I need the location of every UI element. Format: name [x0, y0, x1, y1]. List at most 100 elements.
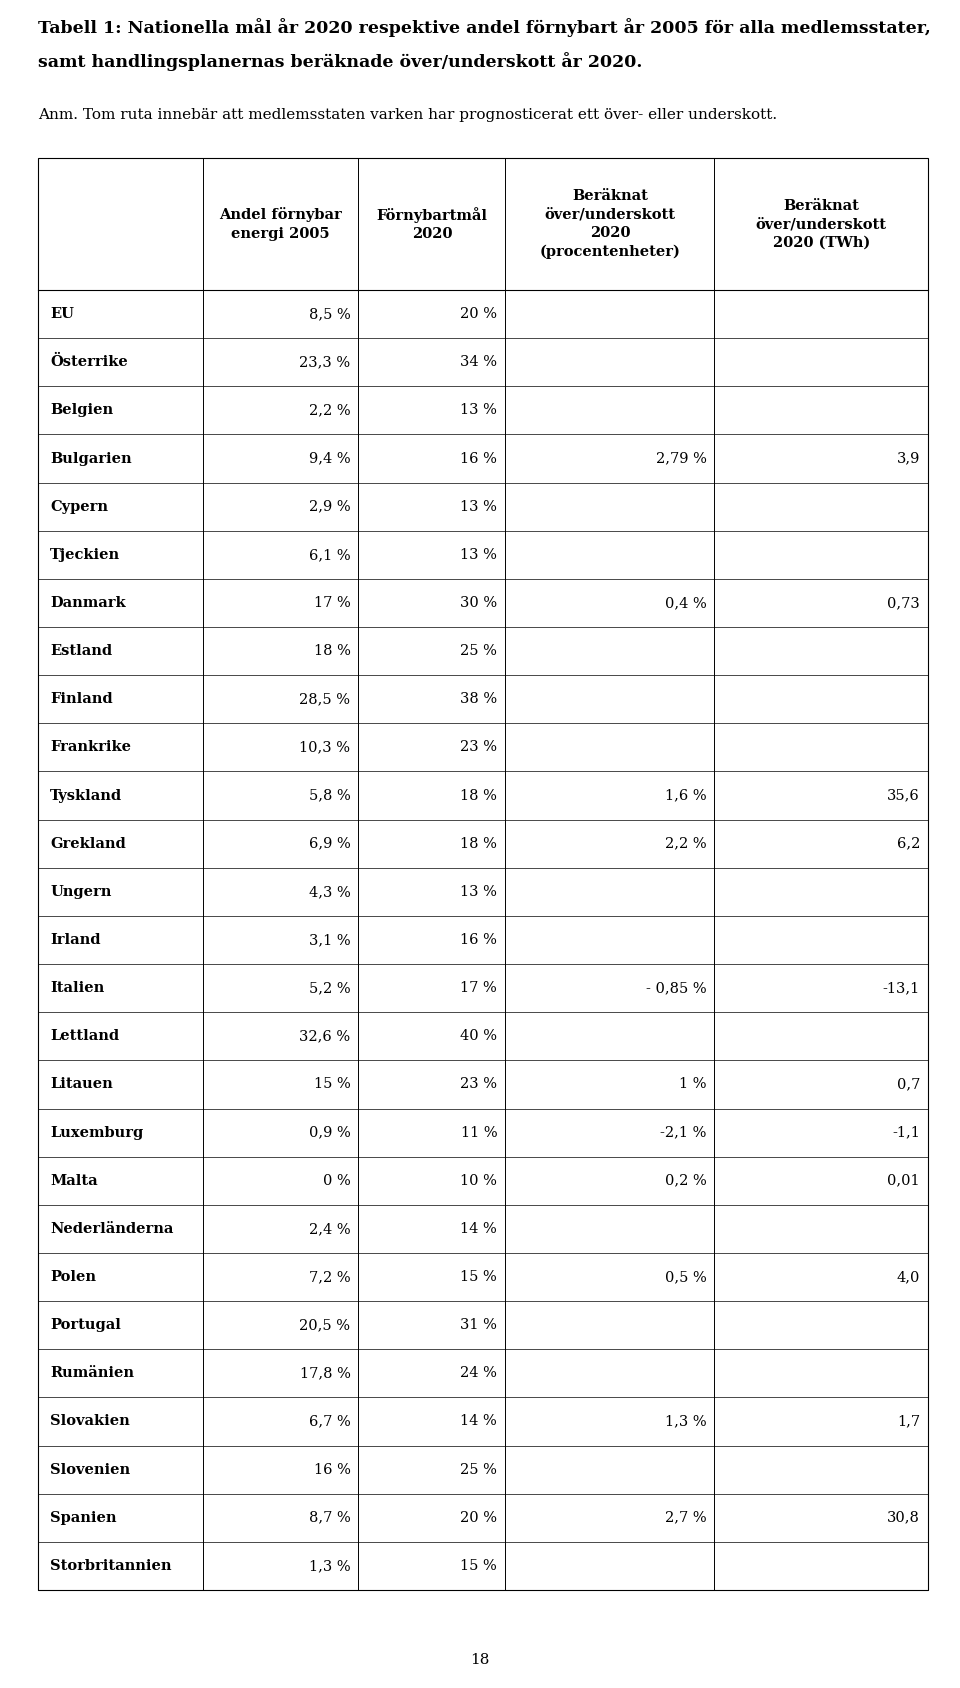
Text: 5,2 %: 5,2 % — [309, 981, 350, 996]
Text: 25 %: 25 % — [461, 645, 497, 658]
Text: Estland: Estland — [50, 645, 112, 658]
Text: Polen: Polen — [50, 1269, 96, 1285]
Text: Nederländerna: Nederländerna — [50, 1222, 174, 1236]
Text: Frankrike: Frankrike — [50, 741, 131, 755]
Text: -1,1: -1,1 — [892, 1126, 920, 1139]
Text: -13,1: -13,1 — [883, 981, 920, 996]
Text: Slovakien: Slovakien — [50, 1415, 130, 1428]
Text: Italien: Italien — [50, 981, 105, 996]
Text: 16 %: 16 % — [461, 933, 497, 947]
Text: 10 %: 10 % — [461, 1173, 497, 1188]
Text: 15 %: 15 % — [461, 1269, 497, 1285]
Text: 13 %: 13 % — [461, 885, 497, 898]
Text: 13 %: 13 % — [461, 403, 497, 417]
Text: 0,7: 0,7 — [897, 1077, 920, 1092]
Text: 20 %: 20 % — [460, 307, 497, 321]
Text: Lettland: Lettland — [50, 1030, 119, 1043]
Text: 23,3 %: 23,3 % — [300, 354, 350, 370]
Text: 5,8 %: 5,8 % — [309, 788, 350, 802]
Text: 0,73: 0,73 — [887, 596, 920, 609]
Text: 13 %: 13 % — [461, 549, 497, 562]
Text: Tyskland: Tyskland — [50, 788, 122, 802]
Text: 31 %: 31 % — [461, 1318, 497, 1332]
Text: 32,6 %: 32,6 % — [300, 1030, 350, 1043]
Text: Belgien: Belgien — [50, 403, 113, 417]
Text: Anm. Tom ruta innebär att medlemsstaten varken har prognosticerat ett över- elle: Anm. Tom ruta innebär att medlemsstaten … — [38, 108, 778, 122]
Text: Österrike: Österrike — [50, 354, 128, 370]
Text: Andel förnybar
energi 2005: Andel förnybar energi 2005 — [219, 208, 342, 241]
Text: 14 %: 14 % — [461, 1415, 497, 1428]
Text: 20 %: 20 % — [460, 1511, 497, 1524]
Text: 40 %: 40 % — [460, 1030, 497, 1043]
Text: Irland: Irland — [50, 933, 101, 947]
Text: 28,5 %: 28,5 % — [300, 692, 350, 706]
Text: 16 %: 16 % — [461, 451, 497, 466]
Text: Rumänien: Rumänien — [50, 1366, 134, 1381]
Text: 0,2 %: 0,2 % — [664, 1173, 707, 1188]
Text: Beräknat
över/underskott
2020
(procentenheter): Beräknat över/underskott 2020 (procenten… — [540, 189, 681, 258]
Text: 30,8: 30,8 — [887, 1511, 920, 1524]
Text: Danmark: Danmark — [50, 596, 126, 609]
Text: 1,7: 1,7 — [897, 1415, 920, 1428]
Text: Beräknat
över/underskott
2020 (TWh): Beräknat över/underskott 2020 (TWh) — [756, 199, 887, 250]
Text: 3,9: 3,9 — [897, 451, 920, 466]
Text: Slovenien: Slovenien — [50, 1462, 131, 1477]
Text: Storbritannien: Storbritannien — [50, 1560, 172, 1573]
Text: Malta: Malta — [50, 1173, 98, 1188]
Text: 15 %: 15 % — [314, 1077, 350, 1092]
Text: Luxemburg: Luxemburg — [50, 1126, 143, 1139]
Text: Ungern: Ungern — [50, 885, 111, 898]
Text: 6,7 %: 6,7 % — [309, 1415, 350, 1428]
Text: 30 %: 30 % — [460, 596, 497, 609]
Text: 35,6: 35,6 — [887, 788, 920, 802]
Text: 2,2 %: 2,2 % — [309, 403, 350, 417]
Text: 0 %: 0 % — [323, 1173, 350, 1188]
Text: Finland: Finland — [50, 692, 112, 706]
Text: Tabell 1: Nationella mål år 2020 respektive andel förnybart år 2005 för alla med: Tabell 1: Nationella mål år 2020 respekt… — [38, 19, 931, 37]
Text: 6,9 %: 6,9 % — [309, 837, 350, 851]
Text: 14 %: 14 % — [461, 1222, 497, 1236]
Text: 17 %: 17 % — [461, 981, 497, 996]
Text: 18 %: 18 % — [314, 645, 350, 658]
Text: 0,4 %: 0,4 % — [664, 596, 707, 609]
Text: samt handlingsplanernas beräknade över/underskott år 2020.: samt handlingsplanernas beräknade över/u… — [38, 52, 642, 71]
Text: -2,1 %: -2,1 % — [660, 1126, 707, 1139]
Text: Portugal: Portugal — [50, 1318, 121, 1332]
Text: 4,3 %: 4,3 % — [309, 885, 350, 898]
Text: 7,2 %: 7,2 % — [309, 1269, 350, 1285]
Text: 13 %: 13 % — [461, 500, 497, 513]
Text: 8,7 %: 8,7 % — [309, 1511, 350, 1524]
Text: - 0,85 %: - 0,85 % — [646, 981, 707, 996]
Text: 18 %: 18 % — [461, 788, 497, 802]
Text: 1 %: 1 % — [679, 1077, 707, 1092]
Text: 34 %: 34 % — [460, 354, 497, 370]
Text: 3,1 %: 3,1 % — [309, 933, 350, 947]
Text: 17,8 %: 17,8 % — [300, 1366, 350, 1381]
Text: 2,9 %: 2,9 % — [309, 500, 350, 513]
Text: 17 %: 17 % — [314, 596, 350, 609]
Text: Cypern: Cypern — [50, 500, 108, 513]
Text: 0,5 %: 0,5 % — [664, 1269, 707, 1285]
Text: 11 %: 11 % — [461, 1126, 497, 1139]
Text: Tjeckien: Tjeckien — [50, 549, 120, 562]
Text: Förnybartmål
2020: Förnybartmål 2020 — [376, 208, 488, 241]
Text: 2,7 %: 2,7 % — [664, 1511, 707, 1524]
Text: 9,4 %: 9,4 % — [309, 451, 350, 466]
Text: 10,3 %: 10,3 % — [300, 741, 350, 755]
Text: 1,3 %: 1,3 % — [309, 1560, 350, 1573]
Text: 0,9 %: 0,9 % — [309, 1126, 350, 1139]
Text: Grekland: Grekland — [50, 837, 126, 851]
Text: 6,1 %: 6,1 % — [309, 549, 350, 562]
Text: 1,3 %: 1,3 % — [664, 1415, 707, 1428]
Text: 2,2 %: 2,2 % — [664, 837, 707, 851]
Text: 18 %: 18 % — [461, 837, 497, 851]
Bar — [38, 159, 928, 1590]
Text: 2,4 %: 2,4 % — [309, 1222, 350, 1236]
Text: 23 %: 23 % — [460, 741, 497, 755]
Text: 2,79 %: 2,79 % — [656, 451, 707, 466]
Text: 0,01: 0,01 — [887, 1173, 920, 1188]
Text: Spanien: Spanien — [50, 1511, 116, 1524]
Text: 16 %: 16 % — [314, 1462, 350, 1477]
Text: 18: 18 — [470, 1653, 490, 1668]
Text: 24 %: 24 % — [461, 1366, 497, 1381]
